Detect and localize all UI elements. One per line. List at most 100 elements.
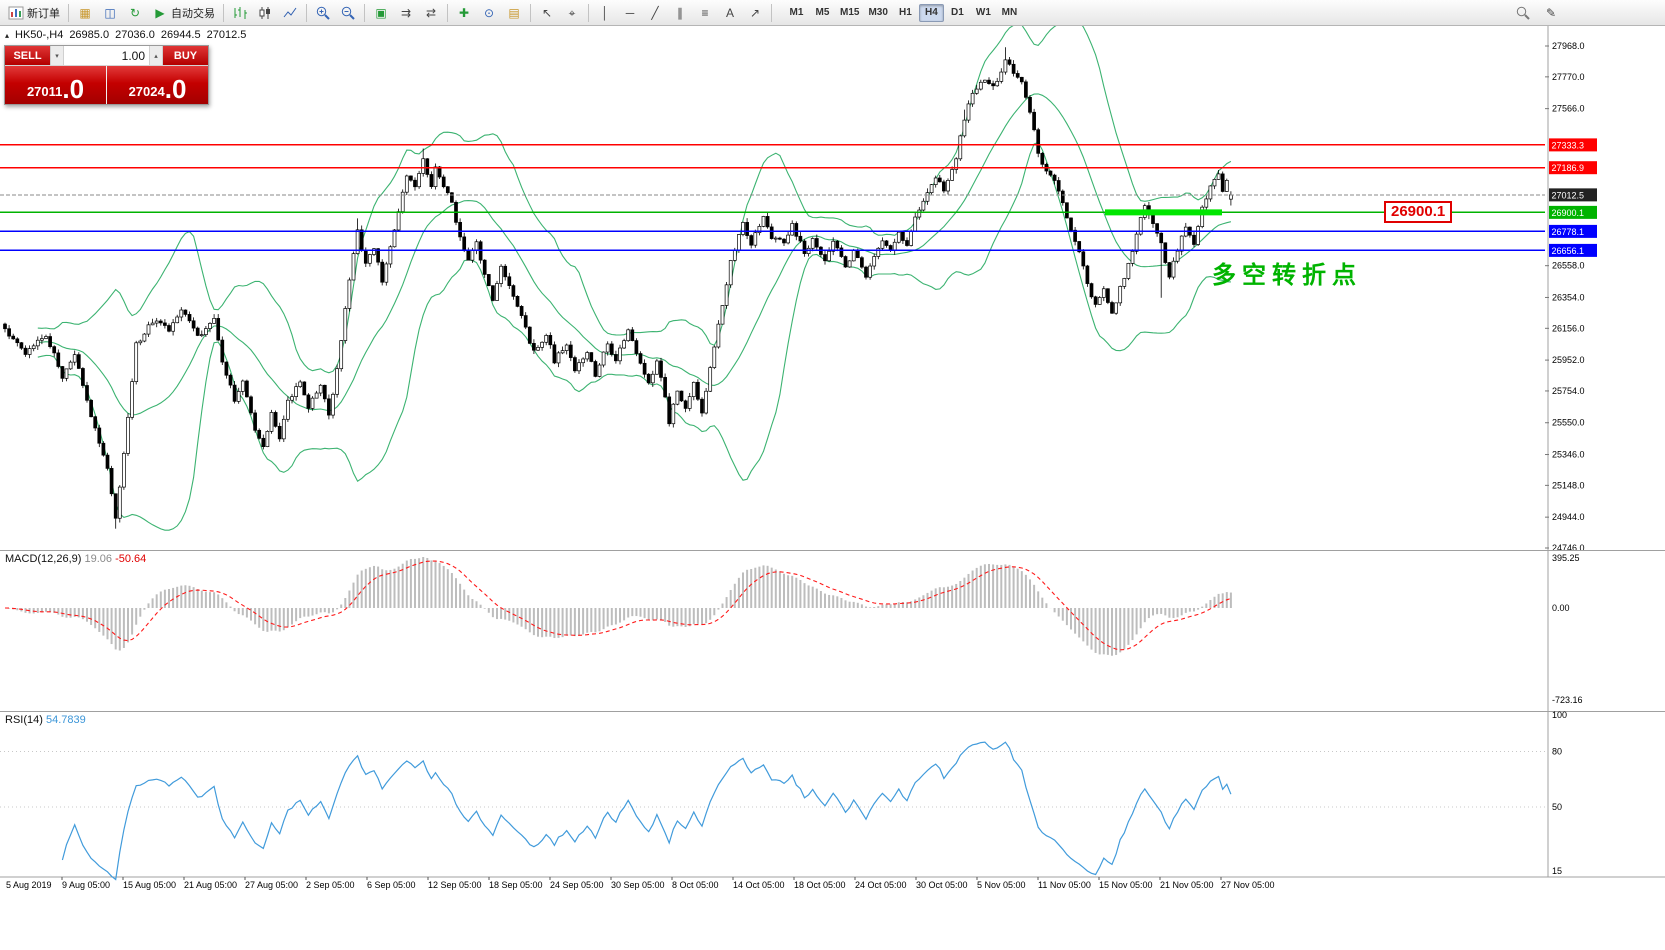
buy-price-button[interactable]: 27024.0 [107,66,208,104]
level-axis-label [1549,243,1597,257]
time-axis-label: 15 Nov 05:00 [1099,880,1153,890]
timeframe-button-m15[interactable]: M15 [836,4,863,22]
chart-text-annotation: 多空转折点 [1212,262,1362,289]
candlestick-icon [259,6,270,19]
price-axis-label: 27566.0 [1552,104,1585,114]
tile-windows-button[interactable]: ▣ [369,3,393,23]
pencil-icon: ✎ [1545,5,1557,20]
separator [306,3,307,22]
timeframe-button-d1[interactable]: D1 [945,4,970,22]
one-click-collapse-icon[interactable]: ▴ [5,30,10,40]
indicators-button[interactable]: ✚ [452,3,476,23]
line-chart-button[interactable] [278,3,302,23]
svg-text:27012.5: 27012.5 [1552,190,1585,200]
macd-signal-value: -50.64 [115,553,147,565]
new-order-icon [8,6,24,19]
separator [364,3,365,22]
zoom-in-button[interactable] [311,3,335,23]
bid-axis-label [1549,188,1597,202]
zoom-out-icon [341,6,355,20]
chart-shift-button[interactable]: ⇄ [419,3,443,23]
chart-symbol-period: HK50-,H4 [15,29,64,41]
volume-down-button[interactable]: ▾ [50,46,64,65]
arrows-tool-button[interactable]: ↗ [743,3,767,23]
rsi-value: 54.7839 [45,714,86,726]
separator [530,3,531,22]
profiles-button[interactable]: ◫ [98,3,122,23]
periods-button[interactable]: ⊙ [477,3,501,23]
time-axis-label: 5 Nov 05:00 [977,880,1026,890]
bar-open: 26985.0 [69,29,110,41]
time-axis-label: 11 Nov 05:00 [1038,880,1091,890]
timeframe-button-m5[interactable]: M5 [810,4,835,22]
separator [771,3,772,22]
time-axis-label: 21 Aug 05:00 [184,880,237,890]
text-tool-icon: A [725,5,734,20]
timeframe-button-h4[interactable]: H4 [918,3,944,22]
level-axis-label [1549,205,1597,219]
trade-panel-header: SELL ▾ ▴ BUY [5,46,208,66]
macd-signal-line [4,560,1232,651]
auto-scroll-button[interactable]: ⇉ [394,3,418,23]
time-axis-label: 14 Oct 05:00 [733,880,785,890]
tile-windows-icon: ▣ [375,5,387,20]
new-order-label: 新订单 [27,7,60,20]
buy-label: BUY [163,46,208,65]
bar-low: 26944.5 [160,29,201,41]
arrows-tool-icon: ↗ [749,5,761,20]
buy-price-frac: .0 [164,74,187,104]
cursor-button[interactable]: ↖ [535,3,559,23]
rsi-name: RSI(14) [5,714,43,726]
macd-name: MACD(12,26,9) [5,553,82,565]
macd-histogram [8,557,1232,656]
charts-grid-button[interactable]: ▦ [73,3,97,23]
channel-button[interactable]: ∥ [668,3,692,23]
time-axis-label: 27 Aug 05:00 [245,880,298,890]
search-button[interactable] [1511,3,1535,23]
vertical-line-button[interactable]: │ [593,3,617,23]
text-tool-button[interactable]: A [718,3,742,23]
templates-button[interactable]: ▤ [502,3,526,23]
price-axis-label: 27968.0 [1552,41,1585,51]
crosshair-button[interactable]: ⌖ [560,3,584,23]
bar-close: 27012.5 [206,29,247,41]
timeframe-button-w1[interactable]: W1 [971,4,996,22]
time-axis-label: 30 Oct 05:00 [916,880,968,890]
rsi-axis-label: 80 [1552,747,1562,757]
separator [447,3,448,22]
time-axis-label: 18 Oct 05:00 [794,880,846,890]
trendline-button[interactable]: ╱ [643,3,667,23]
horizontal-line-button[interactable]: ─ [618,3,642,23]
timeframe-button-h1[interactable]: H1 [893,4,918,22]
price-axis-label: 25754.0 [1552,386,1585,396]
time-axis-label: 24 Sep 05:00 [550,880,604,890]
separator [68,3,69,22]
volume-input[interactable] [64,46,149,65]
zoom-out-button[interactable] [336,3,360,23]
new-order-button[interactable]: 新订单 [4,3,64,23]
toolbar-right-icons: ✎ [1511,3,1563,23]
timeframe-button-mn[interactable]: MN [997,4,1022,22]
sell-price: 27011 [26,84,63,99]
bar-chart-icon [234,6,247,19]
sell-price-button[interactable]: 27011.0 [5,66,107,104]
svg-text:27333.3: 27333.3 [1552,140,1585,150]
cursor-icon: ↖ [541,5,553,20]
level-axis-label [1549,224,1597,238]
timeframe-button-m1[interactable]: M1 [784,4,809,22]
bar-chart-button[interactable] [228,3,252,23]
time-axis-label: 21 Nov 05:00 [1160,880,1214,890]
chart-ohlc-info: ▴ HK50-,H4 26985.0 27036.0 26944.5 27012… [5,29,246,41]
profiles-icon: ◫ [104,5,116,20]
price-axis-label: 24746.0 [1552,543,1585,553]
price-axis-label: 25148.0 [1552,480,1585,490]
sell-price-frac: .0 [62,74,85,104]
autotrading-button[interactable]: ▶ 自动交易 [148,3,219,23]
fibonacci-button[interactable]: ≡ [693,3,717,23]
refresh-button[interactable]: ↻ [123,3,147,23]
volume-up-button[interactable]: ▴ [149,46,163,65]
edit-button[interactable]: ✎ [1539,3,1563,23]
timeframe-button-m30[interactable]: M30 [864,4,891,22]
candlestick-chart-button[interactable] [253,3,277,23]
